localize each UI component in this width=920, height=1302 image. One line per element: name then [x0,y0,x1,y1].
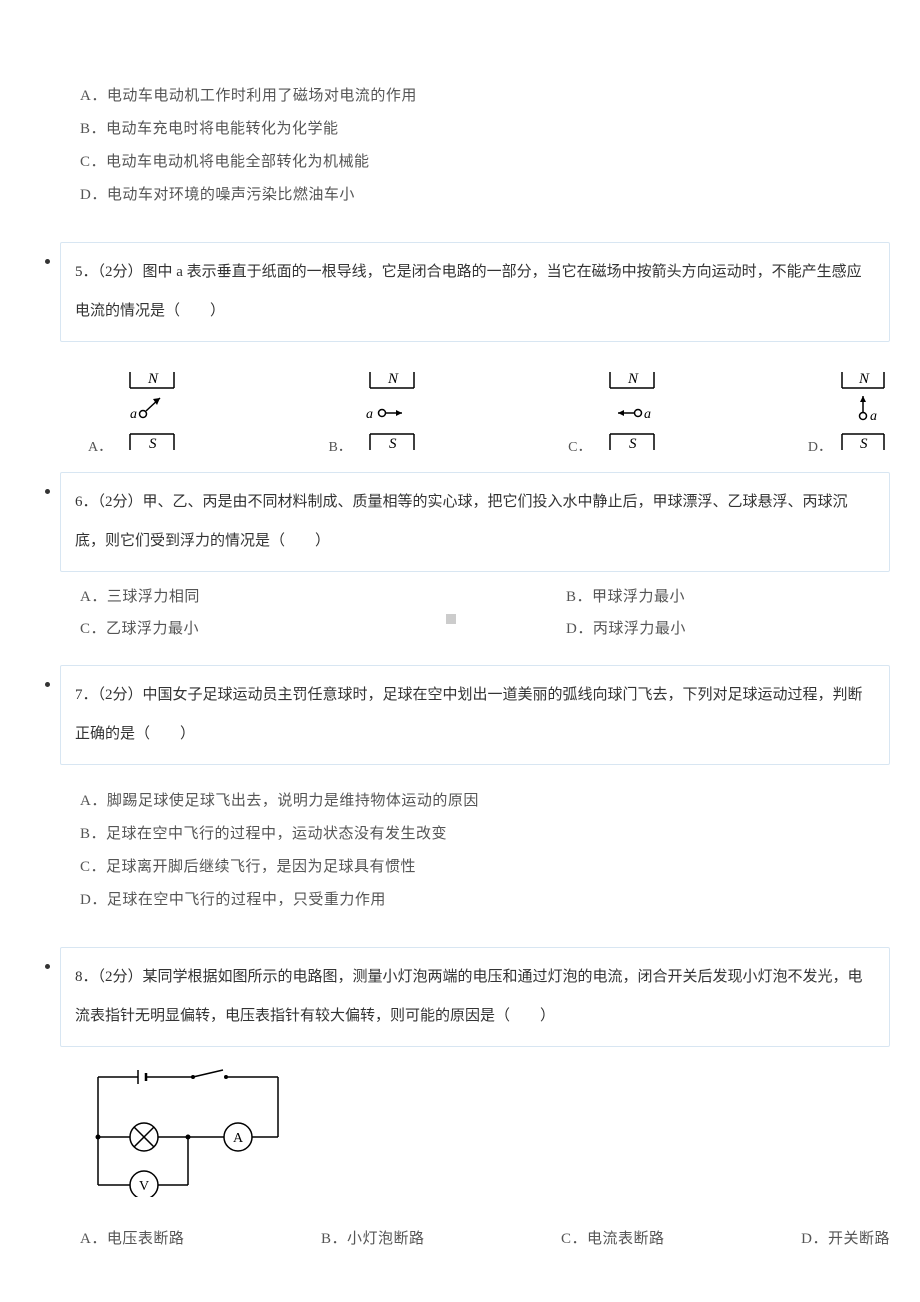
pole-n-label: N [627,371,639,387]
q6-option-a: A．三球浮力相同 [80,582,566,614]
q5-stem: 5．（2分）图中 a 表示垂直于纸面的一根导线，它是闭合电路的一部分，当它在磁场… [75,264,862,319]
q8-option-a: A．电压表断路 [80,1227,184,1248]
q4-option-c: C．电动车电动机将电能全部转化为机械能 [80,146,890,179]
q7-option-d: D．足球在空中飞行的过程中，只受重力作用 [80,884,890,917]
q7-stem: 7．（2分）中国女子足球运动员主罚任意球时，足球在空中划出一道美丽的弧线向球门飞… [75,687,863,742]
ammeter-label: A [233,1131,244,1146]
q6-stem: 6．（2分）甲、乙、丙是由不同材料制成、质量相等的实心球，把它们投入水中静止后，… [75,494,848,549]
bullet-icon [45,259,50,264]
q8-option-b: B．小灯泡断路 [321,1227,425,1248]
wire-label: a [870,409,877,424]
q7-options: A．脚踢足球使足球飞出去，说明力是维持物体运动的原因 B．足球在空中飞行的过程中… [80,785,890,917]
q7-option-a: A．脚踢足球使足球飞出去，说明力是维持物体运动的原因 [80,785,890,818]
pole-s-label: S [860,436,868,452]
q8-stem: 8．（2分）某同学根据如图所示的电路图，测量小灯泡两端的电压和通过灯泡的电流，闭… [75,969,863,1024]
page-marker-icon [446,614,456,624]
bullet-icon [45,682,50,687]
q6-options: A．三球浮力相同 B．甲球浮力最小 C．乙球浮力最小 D．丙球浮力最小 [80,582,890,645]
q5-label-c: C． [568,436,591,456]
q5-label-a: A． [88,436,112,456]
q5-figures: A． N a S B． N [70,346,890,468]
q8-circuit-figure: A V [88,1067,890,1197]
pole-n-label: N [147,371,159,387]
q4-option-a: A．电动车电动机工作时利用了磁场对电流的作用 [80,80,890,113]
q8-options: A．电压表断路 B．小灯泡断路 C．电流表断路 D．开关断路 [80,1227,890,1248]
q5-block: 5．（2分）图中 a 表示垂直于纸面的一根导线，它是闭合电路的一部分，当它在磁场… [60,242,890,342]
pole-n-label: N [858,371,870,387]
wire-label: a [130,407,137,422]
q4-options: A．电动车电动机工作时利用了磁场对电流的作用 B．电动车充电时将电能转化为化学能… [80,80,890,212]
q7-block: 7．（2分）中国女子足球运动员主罚任意球时，足球在空中划出一道美丽的弧线向球门飞… [60,665,890,765]
q5-label-d: D． [808,436,832,456]
q6-block: 6．（2分）甲、乙、丙是由不同材料制成、质量相等的实心球，把它们投入水中静止后，… [60,472,890,572]
wire-label: a [366,407,373,422]
wire-label: a [644,407,651,422]
q7-option-b: B．足球在空中飞行的过程中，运动状态没有发生改变 [80,818,890,851]
pole-n-label: N [387,371,399,387]
pole-s-label: S [389,436,397,452]
q4-option-b: B．电动车充电时将电能转化为化学能 [80,113,890,146]
q5-label-b: B． [328,436,351,456]
bullet-icon [45,964,50,969]
bullet-icon [45,489,50,494]
q7-option-c: C．足球离开脚后继续飞行，是因为足球具有惯性 [80,851,890,884]
pole-s-label: S [149,436,157,452]
q6-option-d: D．丙球浮力最小 [566,614,890,646]
q5-figure-b: B． N a S [328,366,427,456]
q5-figure-a: A． N a S [88,366,188,456]
q4-option-d: D．电动车对环境的噪声污染比燃油车小 [80,179,890,212]
q8-option-d: D．开关断路 [801,1227,890,1248]
q8-option-c: C．电流表断路 [561,1227,665,1248]
q5-figure-c: C． N a S [568,366,667,456]
q6-option-c: C．乙球浮力最小 [80,614,566,646]
pole-s-label: S [629,436,637,452]
q6-option-b: B．甲球浮力最小 [566,582,890,614]
voltmeter-label: V [139,1179,149,1194]
q5-figure-d: D． N a S [808,366,890,456]
q8-block: 8．（2分）某同学根据如图所示的电路图，测量小灯泡两端的电压和通过灯泡的电流，闭… [60,947,890,1047]
